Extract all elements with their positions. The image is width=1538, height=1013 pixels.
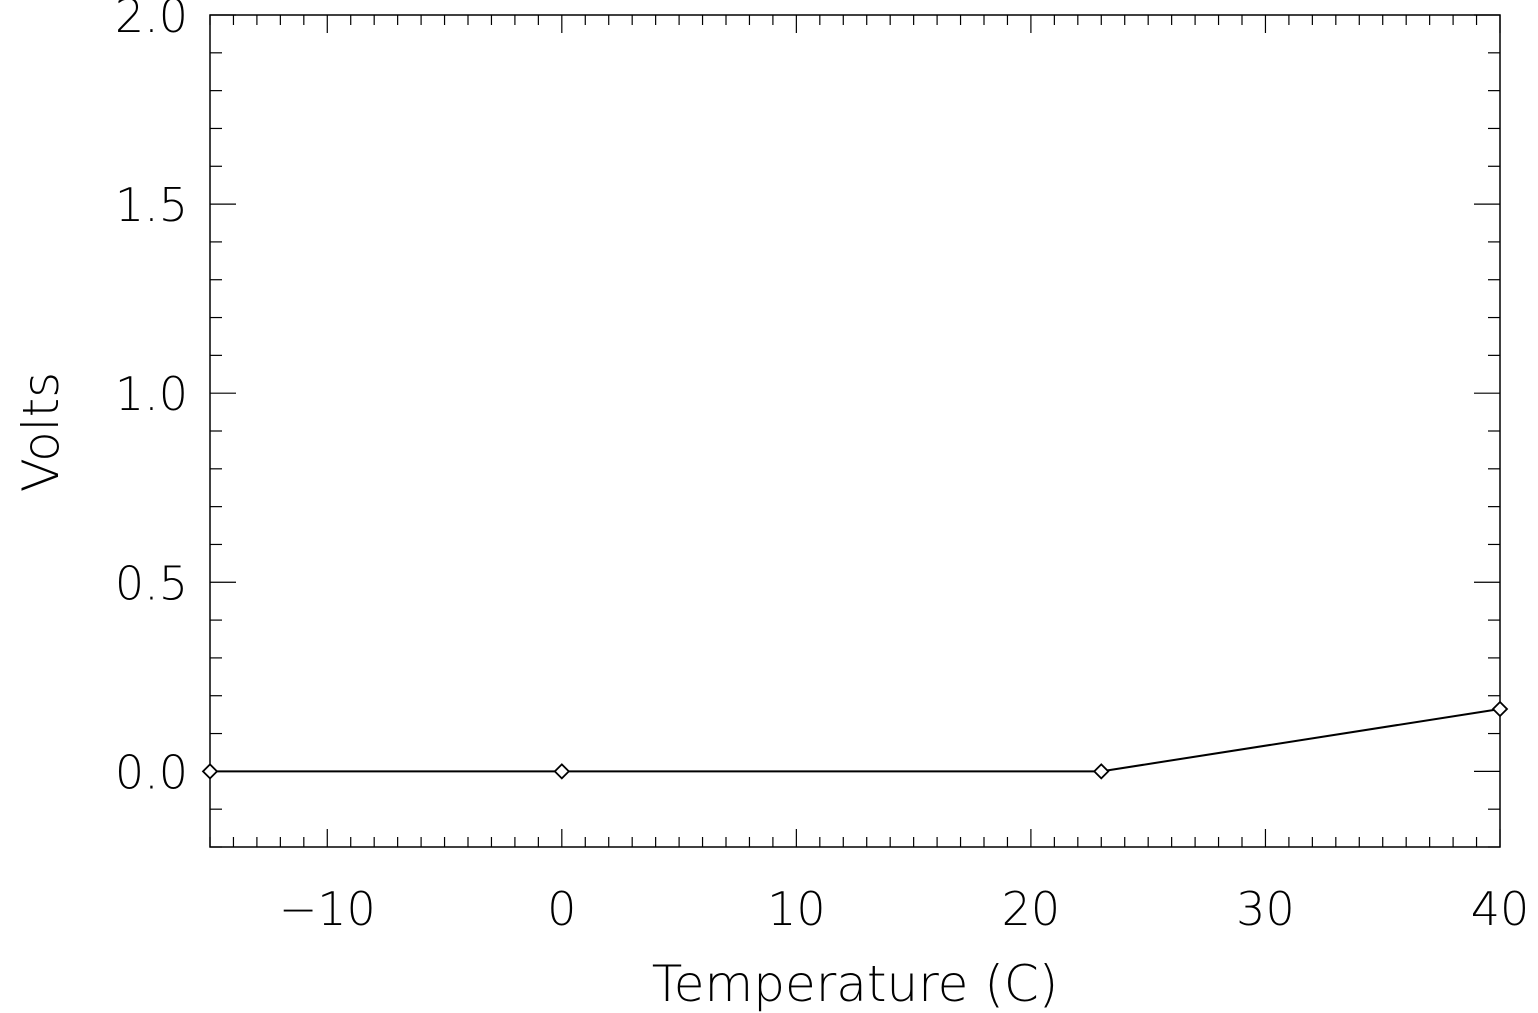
data-series	[201, 700, 1509, 780]
y-tick-label: 0.5	[115, 556, 188, 610]
y-axis-title: Volts	[12, 372, 70, 492]
y-tick-label: 0.0	[115, 745, 188, 799]
axis-ticks	[209, 14, 1501, 848]
x-tick-label: 30	[1236, 882, 1295, 936]
y-tick-label: 2.0	[115, 0, 188, 43]
y-tick-label: 1.0	[115, 367, 188, 421]
x-tick-labels: −10 0 10 20 30 40	[279, 882, 1530, 936]
series-line	[210, 707, 1501, 773]
x-axis-title: Temperature (C)	[652, 955, 1059, 1013]
data-point-marker	[201, 763, 219, 780]
x-tick-label: −10	[279, 882, 376, 936]
x-tick-label: 20	[1002, 882, 1061, 936]
y-tick-labels: 0.0 0.5 1.0 1.5 2.0	[115, 0, 188, 799]
y-tick-label: 1.5	[115, 178, 188, 232]
plot-area-frame	[209, 14, 1501, 848]
data-point-marker	[1092, 763, 1110, 780]
data-point-marker	[1491, 700, 1509, 718]
x-tick-label: 0	[547, 882, 576, 936]
x-tick-label: 10	[767, 882, 826, 936]
data-point-marker	[553, 763, 571, 780]
x-tick-label: 40	[1471, 882, 1530, 936]
